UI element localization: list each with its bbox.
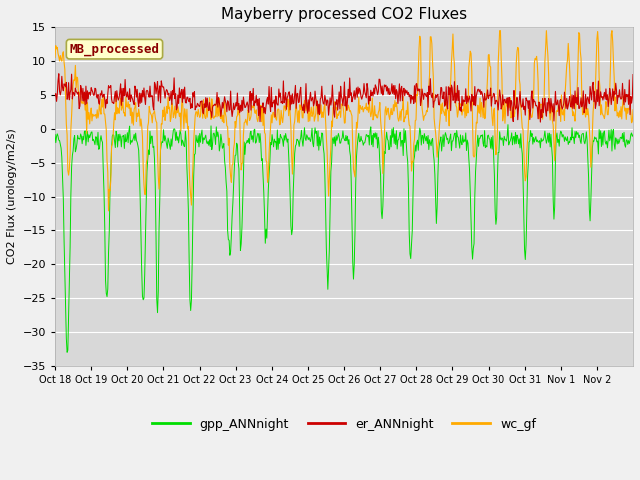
- Y-axis label: CO2 Flux (urology/m2/s): CO2 Flux (urology/m2/s): [7, 129, 17, 264]
- Legend: gpp_ANNnight, er_ANNnight, wc_gf: gpp_ANNnight, er_ANNnight, wc_gf: [147, 413, 541, 436]
- Text: MB_processed: MB_processed: [70, 43, 159, 56]
- Title: Mayberry processed CO2 Fluxes: Mayberry processed CO2 Fluxes: [221, 7, 467, 22]
